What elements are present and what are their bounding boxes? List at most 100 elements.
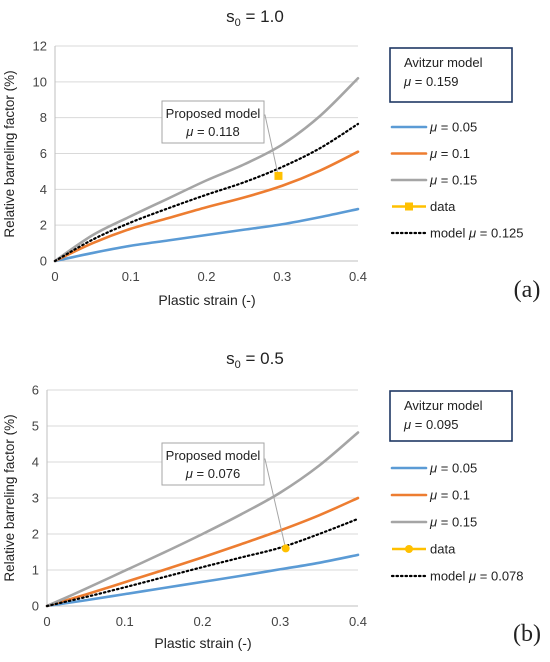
legend-value: = 0.1 — [437, 488, 470, 503]
annotation-leader-line — [264, 114, 278, 173]
y-tick-label: 3 — [32, 491, 39, 506]
avitzur-box — [389, 390, 513, 442]
annotation-line1: Proposed model — [166, 448, 261, 463]
x-tick-label: 0 — [51, 269, 58, 284]
annotation-mu: μ — [185, 466, 193, 481]
legend-label: μ = 0.1 — [429, 146, 470, 161]
y-tick-label: 1 — [32, 563, 39, 578]
legend-value: = 0.05 — [437, 120, 477, 135]
x-tick-label: 0.1 — [122, 269, 140, 284]
annotation-value: = 0.076 — [193, 466, 240, 481]
y-tick-label: 10 — [33, 74, 47, 89]
x-axis-label: Plastic strain (-) — [158, 292, 255, 308]
series-line-2 — [53, 76, 360, 263]
legend-label: μ = 0.15 — [429, 173, 477, 188]
data-point — [281, 544, 290, 553]
legend-mu: μ — [429, 173, 437, 188]
legend-value: = 0.125 — [476, 226, 523, 241]
y-tick-label: 6 — [32, 383, 39, 398]
legend-label: μ = 0.1 — [429, 488, 470, 503]
x-tick-label: 0.2 — [197, 269, 215, 284]
x-axis-label: Plastic strain (-) — [154, 635, 251, 651]
y-tick-label: 4 — [40, 182, 47, 197]
legend-mu: μ — [429, 120, 437, 135]
legend-label-prefix: model — [430, 226, 469, 241]
x-tick-label: 0.3 — [271, 614, 289, 629]
title-base: s — [226, 349, 235, 368]
annotation-line1: Proposed model — [166, 106, 261, 121]
legend-label: data — [430, 199, 456, 214]
x-tick-label: 0.1 — [116, 614, 134, 629]
avitzur-box — [389, 47, 513, 103]
chart-title: s0 = 0.5 — [226, 349, 284, 371]
x-tick-label: 0.4 — [349, 614, 367, 629]
legend-value: = 0.1 — [437, 146, 470, 161]
avitzur-mu: μ — [403, 74, 411, 89]
legend-value: = 0.15 — [437, 173, 477, 188]
avitzur-value: = 0.159 — [411, 74, 458, 89]
title-rest: = 0.5 — [241, 349, 284, 368]
avitzur-value: = 0.095 — [411, 417, 458, 432]
legend-mu: μ — [429, 461, 437, 476]
y-tick-label: 6 — [40, 146, 47, 161]
annotation-box — [161, 442, 265, 486]
y-tick-label: 2 — [32, 527, 39, 542]
title-base: s — [226, 7, 235, 26]
y-axis-label: Relative barreling factor (%) — [2, 70, 17, 237]
y-tick-label: 12 — [33, 39, 47, 54]
avitzur-mu: μ — [403, 417, 411, 432]
panel-label: (b) — [513, 621, 541, 647]
x-tick-label: 0.2 — [193, 614, 211, 629]
avitzur-line2: μ = 0.095 — [403, 417, 458, 432]
legend-value: = 0.15 — [437, 515, 477, 530]
x-tick-label: 0.4 — [349, 269, 367, 284]
y-tick-label: 2 — [40, 218, 47, 233]
panel-label: (a) — [514, 277, 541, 303]
legend-label: model μ = 0.125 — [430, 226, 524, 241]
annotation-line2: μ = 0.118 — [185, 124, 240, 139]
y-tick-label: 0 — [32, 599, 39, 614]
avitzur-line2: μ = 0.159 — [403, 74, 458, 89]
y-tick-label: 5 — [32, 419, 39, 434]
avitzur-line1: Avitzur model — [404, 398, 483, 413]
title-subscript: 0 — [235, 359, 241, 371]
legend-label: μ = 0.15 — [429, 515, 477, 530]
annotation-value: = 0.118 — [193, 124, 239, 139]
annotation-mu: μ — [185, 124, 193, 139]
legend-mu: μ — [429, 488, 437, 503]
series-line-0 — [45, 553, 360, 608]
series-line-3 — [45, 517, 360, 608]
annotation-line2: μ = 0.076 — [185, 466, 240, 481]
series-line-1 — [53, 150, 360, 263]
legend-value: = 0.05 — [437, 461, 477, 476]
y-tick-label: 8 — [40, 110, 47, 125]
title-rest: = 1.0 — [241, 7, 284, 26]
x-tick-label: 0 — [43, 614, 50, 629]
x-tick-label: 0.3 — [273, 269, 291, 284]
series-line-0 — [53, 207, 360, 263]
data-point — [274, 171, 283, 180]
y-tick-label: 4 — [32, 455, 39, 470]
legend-label: μ = 0.05 — [429, 120, 477, 135]
legend-marker — [405, 202, 413, 211]
y-axis-label: Relative barreling factor (%) — [2, 414, 17, 581]
legend-label: model μ = 0.078 — [430, 569, 524, 584]
title-subscript: 0 — [235, 17, 241, 29]
series-line-3 — [53, 122, 360, 263]
legend-label: data — [430, 542, 456, 557]
annotation-box — [161, 100, 265, 144]
legend-mu: μ — [468, 226, 476, 241]
legend-label-prefix: model — [430, 569, 469, 584]
avitzur-line1: Avitzur model — [404, 55, 483, 70]
legend-marker — [405, 545, 413, 553]
series-line-2 — [45, 431, 360, 608]
chart-title: s0 = 1.0 — [226, 7, 284, 29]
legend-mu: μ — [429, 146, 437, 161]
legend-mu: μ — [429, 515, 437, 530]
legend-value: = 0.078 — [476, 569, 523, 584]
